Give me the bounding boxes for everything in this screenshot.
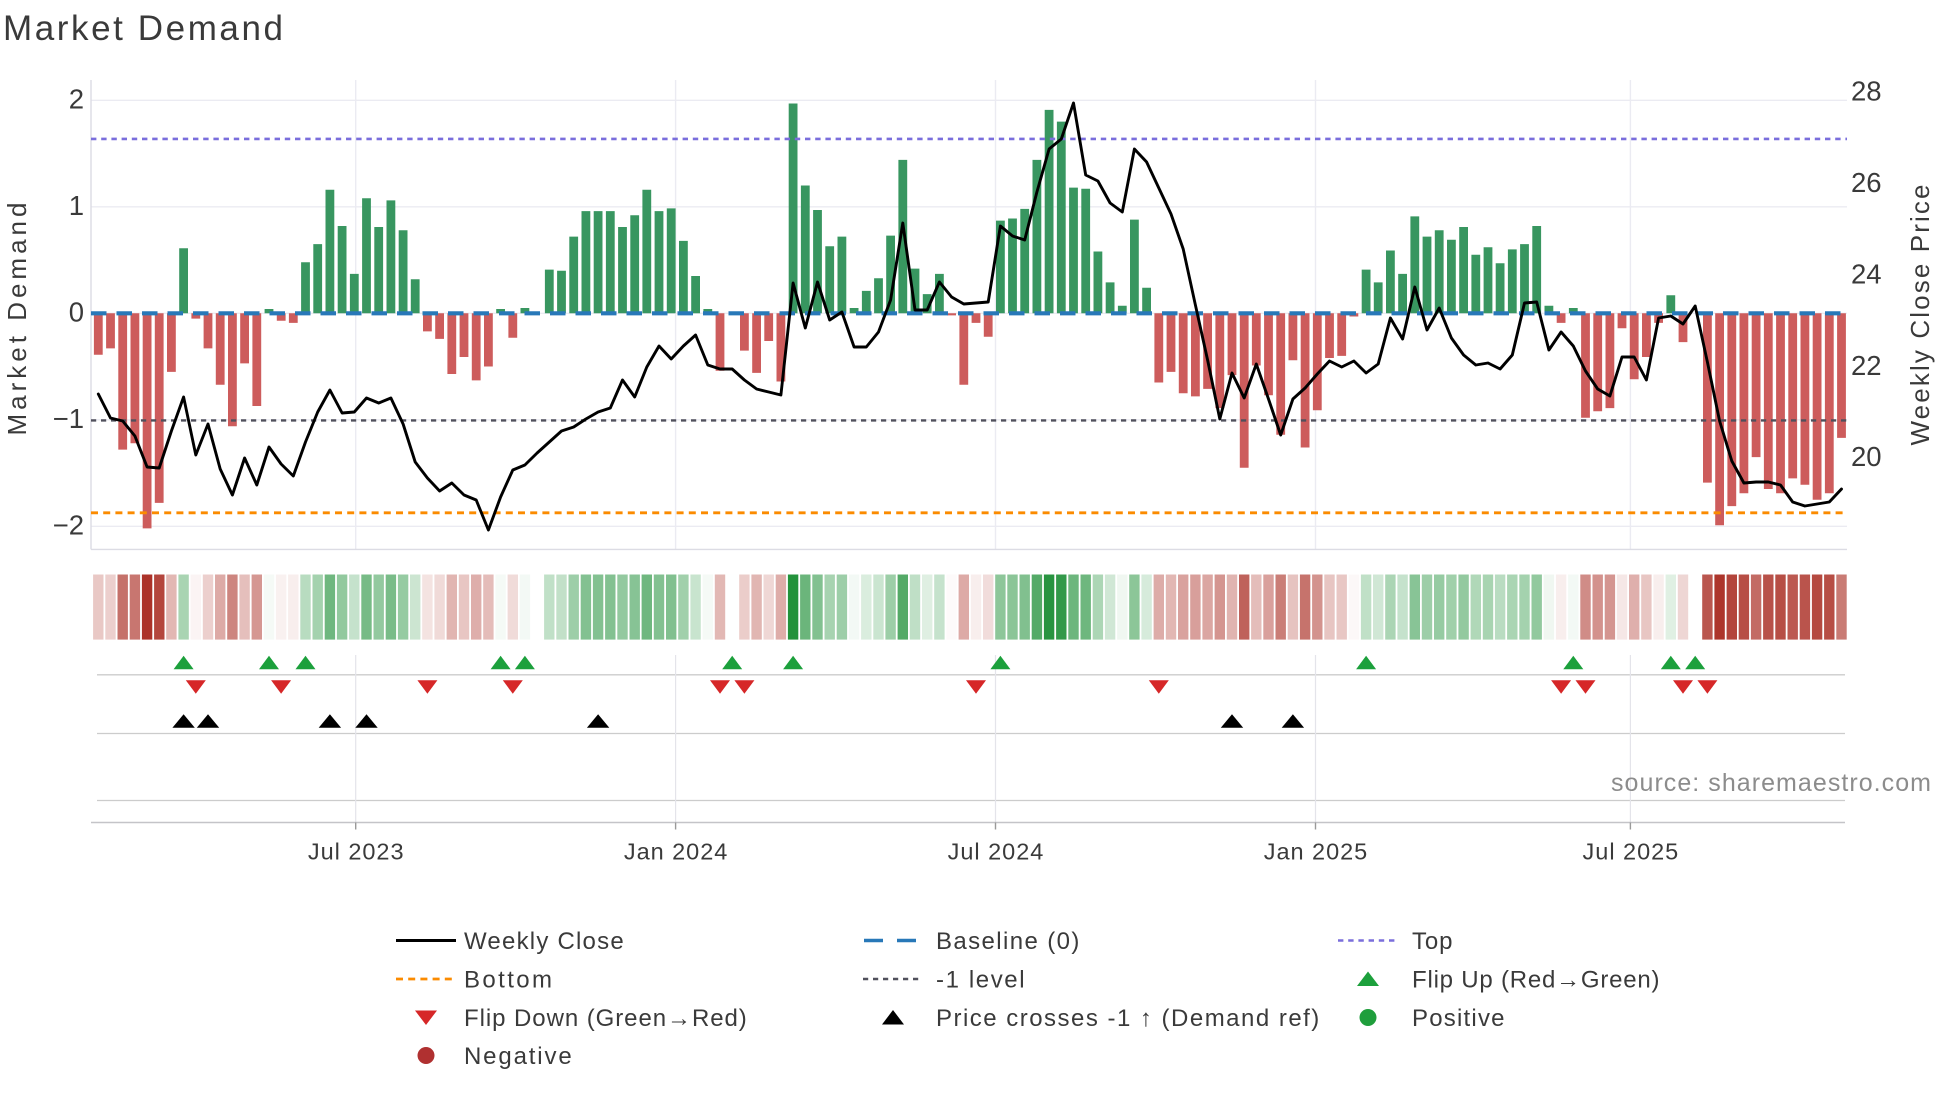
svg-text:Top: Top: [1412, 928, 1453, 955]
svg-text:28: 28: [1851, 76, 1882, 107]
svg-text:Flip Down (Green→Red): Flip Down (Green→Red): [464, 1005, 747, 1032]
svg-text:−1: −1: [53, 403, 84, 434]
svg-text:26: 26: [1851, 167, 1882, 198]
svg-text:Baseline (0): Baseline (0): [936, 928, 1079, 955]
svg-text:Jan 2025: Jan 2025: [1264, 839, 1368, 865]
svg-text:Weekly Close: Weekly Close: [464, 928, 624, 955]
svg-text:Flip Up (Red→Green): Flip Up (Red→Green): [1412, 967, 1660, 994]
svg-text:Market Demand: Market Demand: [2, 203, 32, 436]
svg-text:Jul 2023: Jul 2023: [308, 839, 404, 865]
svg-text:-1 level: -1 level: [936, 967, 1025, 994]
svg-text:Negative: Negative: [464, 1043, 572, 1070]
svg-text:Bottom: Bottom: [464, 967, 552, 994]
svg-text:−2: −2: [53, 509, 84, 540]
svg-text:Price crosses -1 ↑ (Demand ref: Price crosses -1 ↑ (Demand ref): [936, 1005, 1319, 1032]
svg-text:Jul 2024: Jul 2024: [948, 839, 1044, 865]
svg-text:20: 20: [1851, 441, 1882, 472]
svg-text:Jan 2024: Jan 2024: [624, 839, 728, 865]
svg-text:Market Demand: Market Demand: [3, 9, 283, 48]
svg-text:24: 24: [1851, 258, 1882, 289]
svg-text:0: 0: [69, 296, 84, 327]
svg-text:2: 2: [69, 83, 84, 114]
svg-text:1: 1: [69, 190, 84, 221]
svg-text:source: sharemaestro.com: source: sharemaestro.com: [1611, 769, 1931, 797]
svg-text:Jul 2025: Jul 2025: [1583, 839, 1679, 865]
svg-text:Weekly Close Price: Weekly Close Price: [1905, 185, 1935, 446]
svg-text:Positive: Positive: [1412, 1005, 1505, 1032]
svg-text:22: 22: [1851, 350, 1882, 381]
